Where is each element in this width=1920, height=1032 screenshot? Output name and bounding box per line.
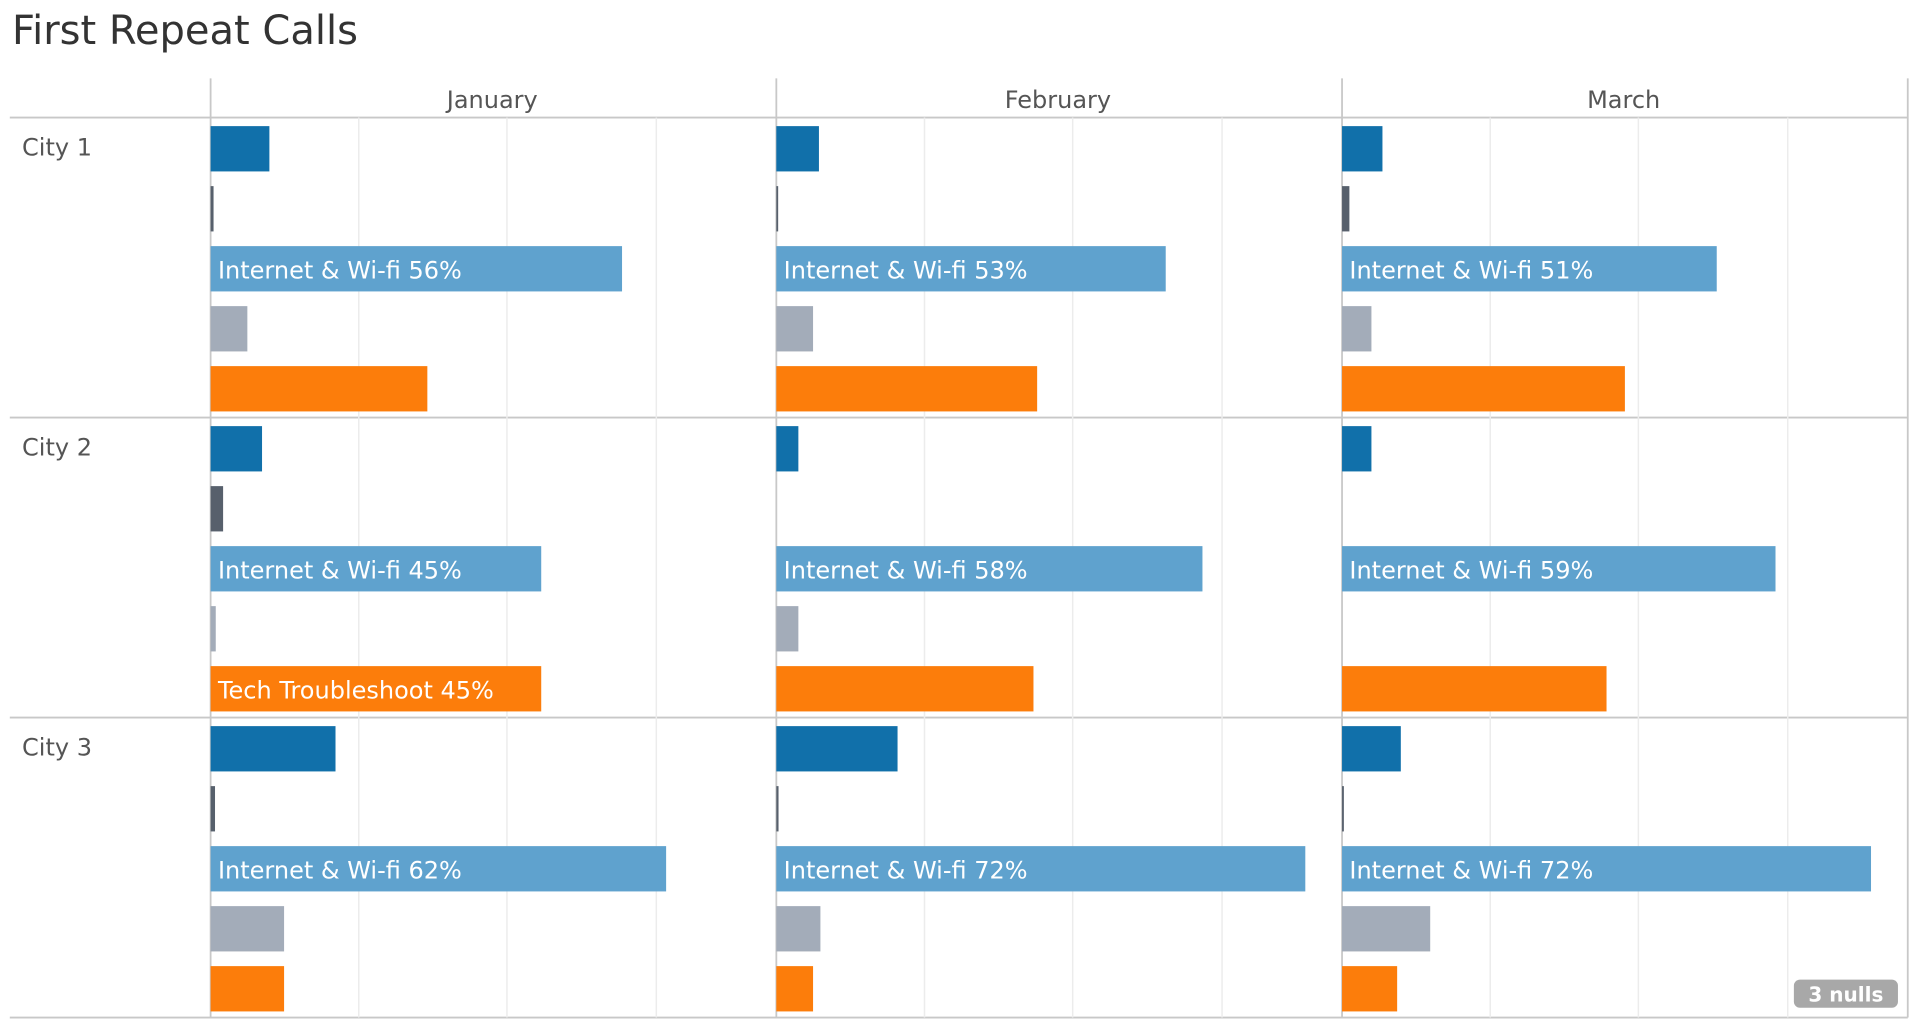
nulls-badge-background[interactable] xyxy=(1793,979,1898,1008)
bar-r3-c1-s3[interactable] xyxy=(210,846,667,892)
bar-r1-c3-s5[interactable] xyxy=(1342,366,1625,412)
row-header-city-3: City 3 xyxy=(22,734,92,762)
column-header-february: February xyxy=(1005,86,1111,114)
column-header-january: January xyxy=(445,86,538,114)
bar-r3-c2-s1[interactable] xyxy=(776,726,898,772)
bar-r2-c1-s1[interactable] xyxy=(210,426,263,472)
bar-r1-c3-s4[interactable] xyxy=(1342,306,1372,352)
bar-r1-c1-s5[interactable] xyxy=(210,366,428,412)
bar-r1-c2-s2[interactable] xyxy=(776,186,779,232)
column-header-march: March xyxy=(1587,86,1660,114)
bar-r1-c3-s3[interactable] xyxy=(1342,246,1717,292)
row-header-city-2: City 2 xyxy=(22,434,92,462)
bar-label-r1-c3-s3: Internet & Wi-fi 51% xyxy=(1349,257,1593,285)
bar-r3-c1-s1[interactable] xyxy=(210,726,336,772)
bar-r3-c2-s4[interactable] xyxy=(776,906,821,952)
bar-r1-c3-s1[interactable] xyxy=(1342,126,1383,172)
bar-r2-c1-s3[interactable] xyxy=(210,546,542,592)
bar-label-r3-c1-s3: Internet & Wi-fi 62% xyxy=(218,857,462,885)
bars-layer xyxy=(210,126,1872,1012)
bar-r3-c3-s5[interactable] xyxy=(1342,966,1398,1012)
bar-r3-c3-s4[interactable] xyxy=(1342,906,1431,952)
bar-r2-c3-s5[interactable] xyxy=(1342,666,1607,712)
nulls-badge-text[interactable]: 3 nulls xyxy=(1808,983,1883,1007)
bar-label-r3-c3-s3: Internet & Wi-fi 72% xyxy=(1349,857,1593,885)
bar-r1-c2-s5[interactable] xyxy=(776,366,1038,412)
bar-r3-c2-s5[interactable] xyxy=(776,966,814,1012)
bar-r3-c1-s4[interactable] xyxy=(210,906,285,952)
bar-label-r3-c2-s3: Internet & Wi-fi 72% xyxy=(784,857,1028,885)
bar-r2-c1-s5[interactable] xyxy=(210,666,542,712)
bar-label-r2-c3-s3: Internet & Wi-fi 59% xyxy=(1349,557,1593,585)
chart-title: First Repeat Calls xyxy=(12,8,358,54)
bar-r3-c2-s2[interactable] xyxy=(776,786,779,832)
bar-label-r1-c1-s3: Internet & Wi-fi 56% xyxy=(218,257,462,285)
bar-r2-c2-s3[interactable] xyxy=(776,546,1203,592)
bar-r3-c3-s2[interactable] xyxy=(1342,786,1344,832)
bar-r2-c2-s5[interactable] xyxy=(776,666,1034,712)
bar-r3-c1-s2[interactable] xyxy=(210,786,216,832)
bar-label-r2-c1-s3: Internet & Wi-fi 45% xyxy=(218,557,462,585)
bar-label-r2-c2-s3: Internet & Wi-fi 58% xyxy=(784,557,1028,585)
bar-r1-c1-s2[interactable] xyxy=(210,186,214,232)
bar-label-r2-c1-s5: Tech Troubleshoot 45% xyxy=(217,677,494,705)
bar-r1-c1-s3[interactable] xyxy=(210,246,623,292)
bar-r1-c2-s1[interactable] xyxy=(776,126,819,172)
text-layer: January February March City 1 City 2 City 3 In… xyxy=(22,86,1660,885)
bar-r1-c1-s4[interactable] xyxy=(210,306,248,352)
row-header-city-1: City 1 xyxy=(22,134,92,162)
bar-r3-c2-s3[interactable] xyxy=(776,846,1306,892)
bar-r2-c2-s4[interactable] xyxy=(776,606,799,652)
bar-r2-c1-s4[interactable] xyxy=(210,606,216,652)
bar-r1-c2-s3[interactable] xyxy=(776,246,1166,292)
nulls-indicator[interactable]: 3 nulls xyxy=(1793,979,1898,1008)
bar-r3-c3-s1[interactable] xyxy=(1342,726,1401,772)
bar-r3-c3-s3[interactable] xyxy=(1342,846,1872,892)
bar-r1-c3-s2[interactable] xyxy=(1342,186,1350,232)
bar-r2-c3-s1[interactable] xyxy=(1342,426,1372,472)
bar-r2-c1-s2[interactable] xyxy=(210,486,224,532)
bar-r2-c3-s3[interactable] xyxy=(1342,546,1776,592)
bar-r2-c2-s1[interactable] xyxy=(776,426,799,472)
bar-r1-c1-s1[interactable] xyxy=(210,126,270,172)
bar-r1-c2-s4[interactable] xyxy=(776,306,814,352)
bar-r3-c1-s5[interactable] xyxy=(210,966,285,1012)
bar-label-r1-c2-s3: Internet & Wi-fi 53% xyxy=(784,257,1028,285)
